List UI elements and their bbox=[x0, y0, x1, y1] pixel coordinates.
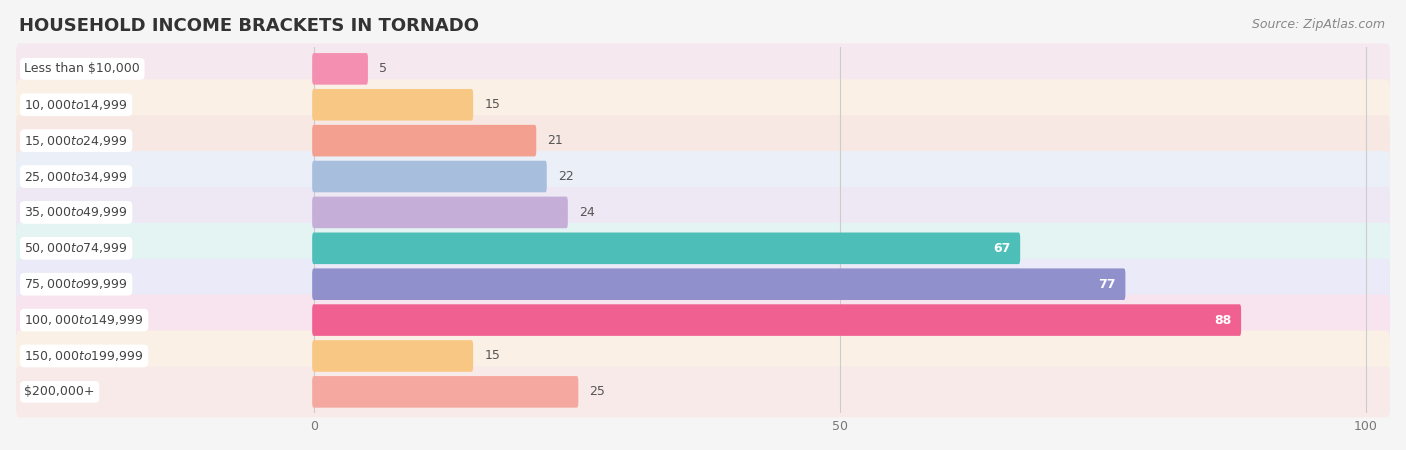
FancyBboxPatch shape bbox=[15, 366, 1391, 417]
Text: 15: 15 bbox=[484, 98, 501, 111]
Text: 22: 22 bbox=[558, 170, 574, 183]
Text: $100,000 to $149,999: $100,000 to $149,999 bbox=[24, 313, 143, 327]
Text: $35,000 to $49,999: $35,000 to $49,999 bbox=[24, 205, 128, 220]
Text: 5: 5 bbox=[380, 63, 387, 75]
FancyBboxPatch shape bbox=[15, 330, 1391, 382]
Text: 88: 88 bbox=[1213, 314, 1232, 327]
Text: $200,000+: $200,000+ bbox=[24, 385, 96, 398]
FancyBboxPatch shape bbox=[312, 376, 578, 408]
Text: 21: 21 bbox=[547, 134, 562, 147]
FancyBboxPatch shape bbox=[312, 340, 474, 372]
Text: $75,000 to $99,999: $75,000 to $99,999 bbox=[24, 277, 128, 291]
FancyBboxPatch shape bbox=[312, 268, 1125, 300]
Text: $150,000 to $199,999: $150,000 to $199,999 bbox=[24, 349, 143, 363]
FancyBboxPatch shape bbox=[15, 151, 1391, 202]
FancyBboxPatch shape bbox=[15, 187, 1391, 238]
Text: $15,000 to $24,999: $15,000 to $24,999 bbox=[24, 134, 128, 148]
FancyBboxPatch shape bbox=[312, 125, 536, 157]
Text: 67: 67 bbox=[993, 242, 1010, 255]
Text: $25,000 to $34,999: $25,000 to $34,999 bbox=[24, 170, 128, 184]
FancyBboxPatch shape bbox=[15, 115, 1391, 166]
FancyBboxPatch shape bbox=[15, 295, 1391, 346]
FancyBboxPatch shape bbox=[15, 259, 1391, 310]
FancyBboxPatch shape bbox=[15, 43, 1391, 94]
FancyBboxPatch shape bbox=[312, 89, 474, 121]
Text: HOUSEHOLD INCOME BRACKETS IN TORNADO: HOUSEHOLD INCOME BRACKETS IN TORNADO bbox=[20, 17, 479, 35]
Text: Less than $10,000: Less than $10,000 bbox=[24, 63, 141, 75]
Text: Source: ZipAtlas.com: Source: ZipAtlas.com bbox=[1251, 18, 1385, 31]
Text: 77: 77 bbox=[1098, 278, 1115, 291]
FancyBboxPatch shape bbox=[15, 223, 1391, 274]
Text: 25: 25 bbox=[589, 385, 605, 398]
FancyBboxPatch shape bbox=[15, 79, 1391, 130]
Text: $10,000 to $14,999: $10,000 to $14,999 bbox=[24, 98, 128, 112]
FancyBboxPatch shape bbox=[312, 197, 568, 228]
FancyBboxPatch shape bbox=[312, 233, 1021, 264]
Text: 15: 15 bbox=[484, 350, 501, 362]
Text: 24: 24 bbox=[579, 206, 595, 219]
FancyBboxPatch shape bbox=[312, 161, 547, 192]
Text: $50,000 to $74,999: $50,000 to $74,999 bbox=[24, 241, 128, 255]
FancyBboxPatch shape bbox=[312, 304, 1241, 336]
FancyBboxPatch shape bbox=[312, 53, 368, 85]
